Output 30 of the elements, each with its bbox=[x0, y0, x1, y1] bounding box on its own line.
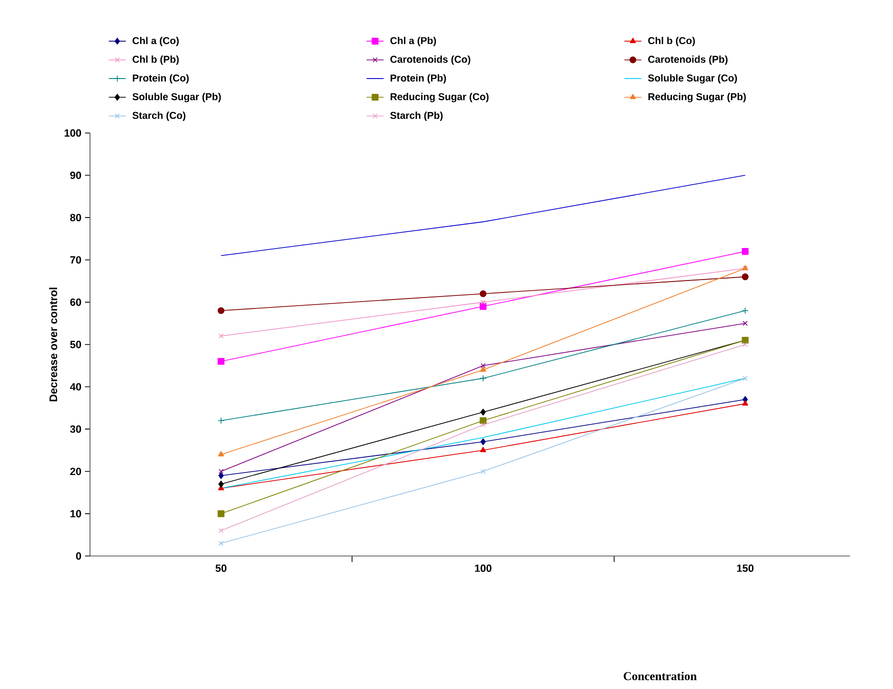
y-tick-label: 100 bbox=[64, 129, 82, 137]
text: Concentration bbox=[624, 672, 697, 680]
legend-label: Chl b (Co) bbox=[648, 36, 695, 46]
y-tick-label: 90 bbox=[70, 172, 82, 179]
y-tick-label: 80 bbox=[70, 214, 82, 222]
y-tick-label: 10 bbox=[70, 510, 82, 518]
y-tick-label: 0 bbox=[76, 552, 82, 560]
legend-label: Soluble Sugar (Co) bbox=[648, 74, 737, 84]
legend-label: Chl a (Co) bbox=[132, 36, 179, 46]
legend-label: Starch (Co) bbox=[132, 112, 186, 121]
y-axis-title: Decrease over control bbox=[49, 288, 58, 402]
y-tick-label: 50 bbox=[70, 340, 82, 348]
x-tick-label: 150 bbox=[737, 564, 754, 572]
y-tick-label: 30 bbox=[70, 425, 82, 433]
legend-label: Carotenoids (Co) bbox=[390, 56, 470, 65]
x-tick-label: 50 bbox=[216, 564, 226, 572]
legend-label: Carotenoids (Pb) bbox=[648, 56, 728, 65]
legend-label: Protein (Pb) bbox=[390, 74, 446, 84]
y-tick-label: 20 bbox=[70, 468, 82, 476]
legend-label: Starch (Pb) bbox=[390, 112, 443, 121]
legend-label: Chl b (Pb) bbox=[132, 56, 179, 65]
legend-label: Reducing Sugar (Pb) bbox=[648, 92, 746, 102]
legend-label: Chl a (Pb) bbox=[390, 36, 436, 46]
x-tick-label: 100 bbox=[475, 564, 492, 572]
y-tick-label: 70 bbox=[70, 256, 82, 264]
legend-label: Soluble Sugar (Pb) bbox=[132, 92, 221, 102]
y-tick-label: 60 bbox=[70, 298, 82, 306]
legend-label: Protein (Co) bbox=[132, 74, 189, 84]
legend-label: Reducing Sugar (Co) bbox=[390, 92, 489, 102]
y-tick-label: 40 bbox=[70, 383, 82, 390]
